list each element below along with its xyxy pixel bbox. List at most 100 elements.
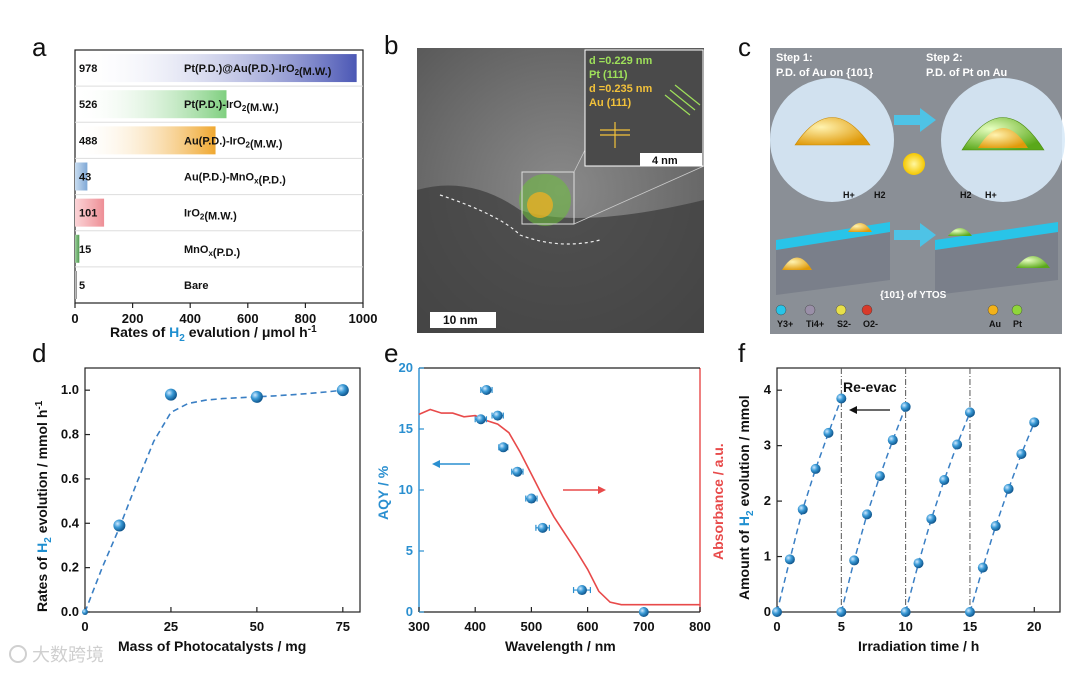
chart-f-point xyxy=(862,509,873,520)
step1-subtitle: P.D. of Au on {101} xyxy=(776,67,874,79)
chart-e-point xyxy=(526,493,537,504)
chart-e-ylabel-right: Absorbance / a.u. xyxy=(710,443,726,560)
chart-d-xlabel: Mass of Photocatalysts / mg xyxy=(118,638,306,654)
chart-e-xtick-label: 400 xyxy=(464,619,486,634)
tem-inset-scalebar-bg xyxy=(640,153,702,166)
chart-a-bar-label: Au(P.D.)-MnOx(P.D.) xyxy=(184,172,286,187)
chart-f-point xyxy=(964,407,975,418)
pt-particle-small-1 xyxy=(1016,256,1050,268)
chart-a-bar xyxy=(75,234,80,263)
chart-d-point xyxy=(113,519,126,532)
chart-d-ytick-label: 0.0 xyxy=(61,604,79,619)
chart-f: 0 5 10 15 20 0 1 2 3 4 Re-evac Irradiation time /… xyxy=(736,367,1061,654)
chart-a-xtick-label: 1000 xyxy=(349,311,378,326)
arrow-step-bottom xyxy=(894,223,936,247)
chart-d-ytick-label: 0.4 xyxy=(61,515,80,530)
tem-inset xyxy=(584,49,704,167)
panel-label-d: d xyxy=(32,338,46,368)
chart-e-point xyxy=(537,522,548,533)
legend-label: Pt xyxy=(1013,319,1022,329)
tem-inset-scalebar: 4 nm xyxy=(652,155,678,167)
tem-inset-d-pt: d =0.229 nm xyxy=(589,55,653,67)
chart-e-ytick-label: 0 xyxy=(406,604,413,619)
crystal-right xyxy=(935,230,1058,295)
chart-f-point xyxy=(1029,417,1040,428)
chart-a-bar xyxy=(75,126,216,155)
legend-dot-O2 xyxy=(861,304,873,316)
chart-e-point xyxy=(481,384,492,395)
chart-a-bar-value: 101 xyxy=(79,208,97,220)
tem-zoom-line-2 xyxy=(573,165,705,225)
sun-icon xyxy=(903,153,925,175)
chart-f-xlabel: Irradiation time / h xyxy=(858,638,979,654)
tem-image-panel: d =0.229 nm Pt (111) d =0.235 nm Au (111… xyxy=(417,48,705,333)
chart-e-point xyxy=(638,607,649,617)
chart-a-bar-label: Au(P.D.)-IrO2(M.W.) xyxy=(184,135,283,150)
chart-a-xtick-label: 800 xyxy=(295,311,317,326)
chart-e-point xyxy=(498,442,509,453)
chart-f-frame xyxy=(776,367,1061,613)
watermark-icon xyxy=(9,645,27,663)
chart-f-xtick-label: 10 xyxy=(898,619,912,634)
legend-label: Y3+ xyxy=(777,319,793,329)
tem-boundary-line xyxy=(439,194,601,245)
chart-f-point xyxy=(874,471,885,482)
arrow-to-absorbance-axis xyxy=(563,486,606,494)
chart-d-ylabel: Rates of H2 evolution / mmol h-1 xyxy=(34,400,54,612)
tem-inset-au-plane: Au (111) xyxy=(589,97,632,109)
chart-f-point xyxy=(964,607,975,617)
chart-e-xtick-label: 600 xyxy=(577,619,599,634)
chart-f-xtick-label: 0 xyxy=(773,619,780,634)
chart-e: 300 400 500 600 700 800 0 5 10 15 20 Wavelength / … xyxy=(375,360,726,654)
chart-d-xtick-label: 25 xyxy=(164,619,178,634)
au-core-large xyxy=(978,128,1028,148)
chart-f-xtick-label: 20 xyxy=(1027,619,1041,634)
au-particle-small-2 xyxy=(848,223,872,232)
chart-f-point xyxy=(772,607,782,617)
chart-a: 978 Pt(P.D.)@Au(P.D.)-IrO2(M.W.) 526 Pt(P.D… xyxy=(71,49,378,344)
legend-label: O2- xyxy=(863,319,878,329)
chart-d-point xyxy=(336,384,349,397)
chart-f-ylabel: Amount of H2 evolution / mmol xyxy=(736,395,756,600)
arrow-to-aqy-axis xyxy=(432,460,470,468)
panel-label-b: b xyxy=(384,30,398,60)
chart-a-bar-label: Pt(P.D.)-IrO2(M.W.) xyxy=(184,99,279,114)
au-particle-small-1 xyxy=(782,257,812,270)
chart-a-bar-value: 5 xyxy=(79,280,85,292)
chart-e-point xyxy=(512,466,523,477)
panel-label-c: c xyxy=(738,32,751,62)
chart-f-xtick-label: 15 xyxy=(963,619,977,634)
arrow-step-top xyxy=(894,108,936,132)
chart-d-ytick-label: 0.2 xyxy=(61,560,79,575)
chart-e-ytick-label: 15 xyxy=(399,421,413,436)
schematic-panel: Step 1: P.D. of Au on {101} Step 2: P.D.… xyxy=(770,48,1065,334)
chart-f-point xyxy=(836,607,847,617)
chart-f-ytick-label: 3 xyxy=(764,438,771,453)
chart-a-bar-value: 43 xyxy=(79,172,91,184)
tem-zoom-line-1 xyxy=(573,149,586,173)
chart-f-cycle-line xyxy=(776,398,843,613)
tem-scalebar-bg xyxy=(430,312,496,328)
chart-a-bar xyxy=(75,162,88,191)
chart-e-xtick-label: 800 xyxy=(689,619,711,634)
watermark-text: 大数跨境 xyxy=(32,645,104,666)
chart-a-xtick-label: 600 xyxy=(237,311,259,326)
chart-e-ytick-label: 10 xyxy=(399,482,413,497)
chart-d-ytick-label: 0.6 xyxy=(61,471,79,486)
chart-d-frame xyxy=(84,367,361,613)
re-evac-label: Re-evac xyxy=(843,379,897,395)
chart-e-point xyxy=(475,414,486,425)
legend-dot-Ti4 xyxy=(804,304,816,316)
tem-zoom-box xyxy=(521,171,575,225)
step2-h2: H2 xyxy=(960,190,972,200)
chart-f-ytick-label: 4 xyxy=(764,382,772,397)
chart-f-ytick-label: 0 xyxy=(764,604,771,619)
legend-dot-Y3 xyxy=(775,304,787,316)
chart-f-xtick-label: 5 xyxy=(838,619,845,634)
chart-d-fit-curve xyxy=(84,389,343,613)
chart-f-point xyxy=(836,393,847,404)
chart-f-point xyxy=(887,435,898,446)
chart-a-xtick-label: 400 xyxy=(179,311,201,326)
chart-d-xtick-label: 0 xyxy=(81,619,88,634)
